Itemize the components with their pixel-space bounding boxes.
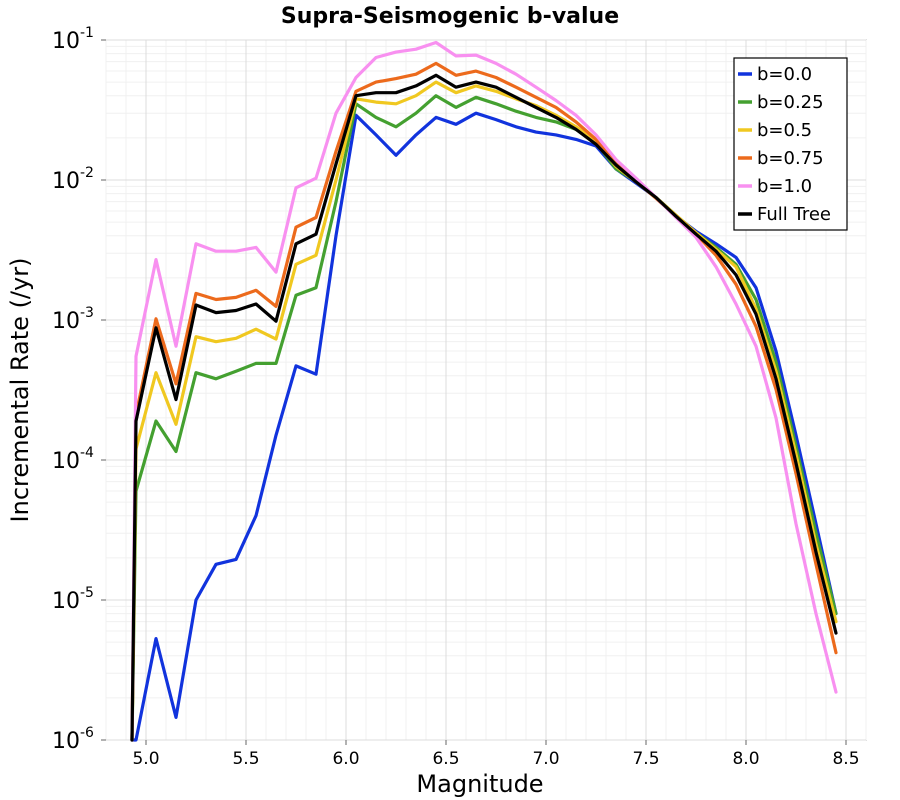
x-tick-label: 5.5 xyxy=(232,749,259,769)
legend-label: b=0.25 xyxy=(757,92,824,113)
legend-label: Full Tree xyxy=(757,204,831,225)
legend-label: b=0.0 xyxy=(757,64,812,85)
series-line-4 xyxy=(130,40,838,742)
y-axis-ticks: 10-6 10-5 10-4 10-3 10-2 10-1 xyxy=(52,25,106,754)
y-tick-label: 10-3 xyxy=(52,305,94,334)
series-line-3 xyxy=(130,61,838,742)
legend-box xyxy=(733,57,848,231)
x-tick-label: 5.0 xyxy=(132,749,159,769)
series-line-0 xyxy=(130,111,838,742)
x-tick-label: 6.0 xyxy=(332,749,359,769)
legend-label: b=0.75 xyxy=(757,148,824,169)
x-tick-label: 7.5 xyxy=(632,749,659,769)
y-tick-label: 10-5 xyxy=(52,585,94,614)
y-tick-label: 10-2 xyxy=(52,165,94,194)
legend: b=0.0 b=0.25 b=0.5 b=0.75 b=1.0 Full Tree xyxy=(733,57,848,231)
x-tick-label: 6.5 xyxy=(432,749,459,769)
y-tick-label: 10-6 xyxy=(52,725,94,754)
y-axis-label: Incremental Rate (/yr) xyxy=(6,258,34,523)
legend-label: b=1.0 xyxy=(757,176,812,197)
x-tick-label: 7.0 xyxy=(532,749,559,769)
series-line-5 xyxy=(130,73,838,742)
y-tick-label: 10-1 xyxy=(52,25,94,54)
y-tick-label: 10-4 xyxy=(52,445,94,474)
x-tick-label: 8.0 xyxy=(732,749,759,769)
chart-title: Supra-Seismogenic b-value xyxy=(281,4,619,29)
legend-label: b=0.5 xyxy=(757,120,812,141)
x-axis-label: Magnitude xyxy=(416,770,543,798)
series-lines xyxy=(130,40,838,742)
x-tick-label: 8.5 xyxy=(832,749,859,769)
x-axis-ticks: 5.0 5.5 6.0 6.5 7.0 7.5 8.0 8.5 xyxy=(132,740,860,769)
